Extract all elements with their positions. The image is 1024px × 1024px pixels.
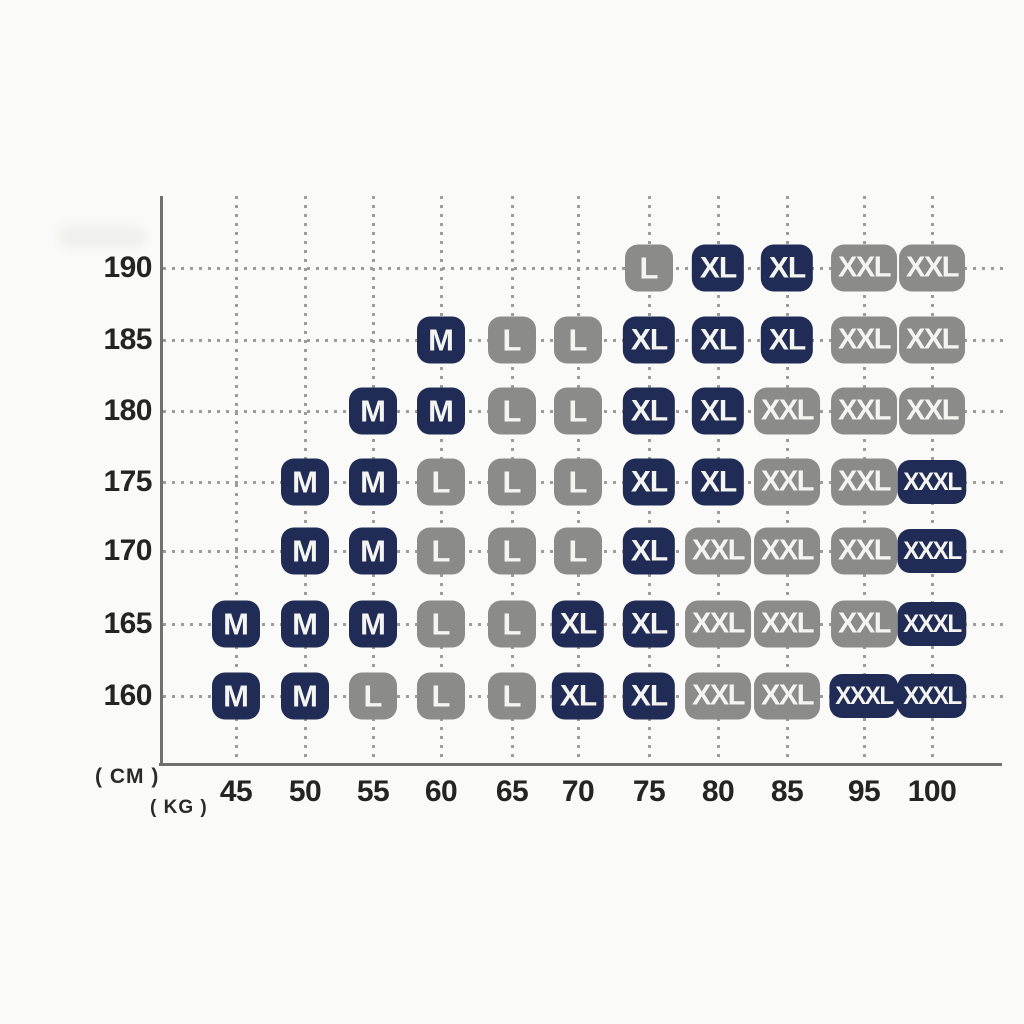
size-badge: XL	[622, 672, 676, 720]
size-badge: M	[349, 387, 397, 435]
size-badge: XL	[760, 316, 814, 364]
size-badge: M	[417, 387, 465, 435]
size-badge: L	[488, 672, 536, 720]
size-badge: M	[281, 458, 329, 506]
size-badge: XL	[691, 244, 745, 292]
x-tick-label: 45	[219, 775, 253, 808]
size-badge: M	[281, 527, 329, 575]
y-tick-label: 190	[103, 251, 152, 284]
size-badge: L	[417, 458, 465, 506]
size-badge: XXL	[685, 600, 751, 648]
size-badge: L	[554, 387, 602, 435]
y-tick-label: 170	[103, 534, 152, 567]
size-badge: XL	[551, 600, 605, 648]
x-tick-label: 95	[847, 775, 881, 808]
size-badge: L	[488, 600, 536, 648]
size-badge: L	[417, 672, 465, 720]
y-axis-unit-label: ( CM )	[95, 765, 160, 788]
x-tick-label: 85	[770, 775, 804, 808]
size-badge: XL	[622, 527, 676, 575]
size-badge: XXL	[831, 458, 897, 506]
size-badge: L	[417, 527, 465, 575]
size-badge: M	[281, 672, 329, 720]
size-badge: XXL	[754, 527, 820, 575]
size-badge: XXL	[831, 316, 897, 364]
y-tick-label: 165	[103, 607, 152, 640]
size-badge: L	[417, 600, 465, 648]
x-tick-label: 50	[288, 775, 322, 808]
x-tick-label: 100	[907, 775, 957, 808]
size-badge: L	[488, 316, 536, 364]
size-badge: XXL	[831, 600, 897, 648]
watermark-smudge	[58, 226, 146, 248]
size-badge: XXL	[685, 527, 751, 575]
size-badge: XXL	[831, 527, 897, 575]
y-tick-label: 175	[103, 465, 152, 498]
size-badge: XL	[691, 387, 745, 435]
x-tick-label: 80	[701, 775, 735, 808]
size-badge: XXL	[899, 387, 965, 435]
size-badge: M	[212, 600, 260, 648]
size-badge: L	[625, 244, 673, 292]
size-badge: XXXL	[897, 674, 967, 718]
size-badge: XL	[622, 458, 676, 506]
x-tick-label: 65	[495, 775, 529, 808]
size-badge: XXL	[685, 672, 751, 720]
x-axis-line	[159, 763, 1002, 766]
y-tick-label: 185	[103, 323, 152, 356]
size-badge: L	[488, 458, 536, 506]
size-badge: L	[554, 316, 602, 364]
size-badge: M	[349, 458, 397, 506]
size-badge: XL	[622, 600, 676, 648]
size-badge: XXXL	[897, 602, 967, 646]
size-badge: XL	[622, 316, 676, 364]
gridline-vertical	[235, 196, 238, 762]
size-badge: M	[349, 600, 397, 648]
size-badge: XXL	[754, 387, 820, 435]
size-badge: XL	[551, 672, 605, 720]
size-badge: XXL	[899, 244, 965, 292]
gridline-horizontal	[163, 267, 1006, 270]
size-badge: XXL	[754, 600, 820, 648]
y-tick-label: 180	[103, 394, 152, 427]
size-badge: M	[417, 316, 465, 364]
x-tick-label: 75	[632, 775, 666, 808]
size-badge: XXXL	[897, 460, 967, 504]
size-badge: XXXL	[897, 529, 967, 573]
size-badge: XL	[760, 244, 814, 292]
size-badge: L	[554, 458, 602, 506]
size-badge: M	[349, 527, 397, 575]
size-badge: L	[488, 387, 536, 435]
size-badge: XXL	[831, 244, 897, 292]
size-badge: XL	[691, 458, 745, 506]
x-tick-label: 60	[424, 775, 458, 808]
size-badge: XL	[622, 387, 676, 435]
x-axis-unit-label: ( KG )	[150, 797, 208, 818]
size-badge: L	[554, 527, 602, 575]
x-tick-label: 70	[561, 775, 595, 808]
size-badge: L	[349, 672, 397, 720]
size-badge: L	[488, 527, 536, 575]
y-tick-label: 160	[103, 679, 152, 712]
size-badge: M	[281, 600, 329, 648]
x-tick-label: 55	[356, 775, 390, 808]
size-badge: XL	[691, 316, 745, 364]
size-badge: XXL	[831, 387, 897, 435]
size-badge: M	[212, 672, 260, 720]
size-badge: XXL	[899, 316, 965, 364]
size-badge: XXXL	[829, 674, 899, 718]
size-badge: XXL	[754, 458, 820, 506]
y-axis-line	[160, 196, 163, 766]
size-badge: XXL	[754, 672, 820, 720]
